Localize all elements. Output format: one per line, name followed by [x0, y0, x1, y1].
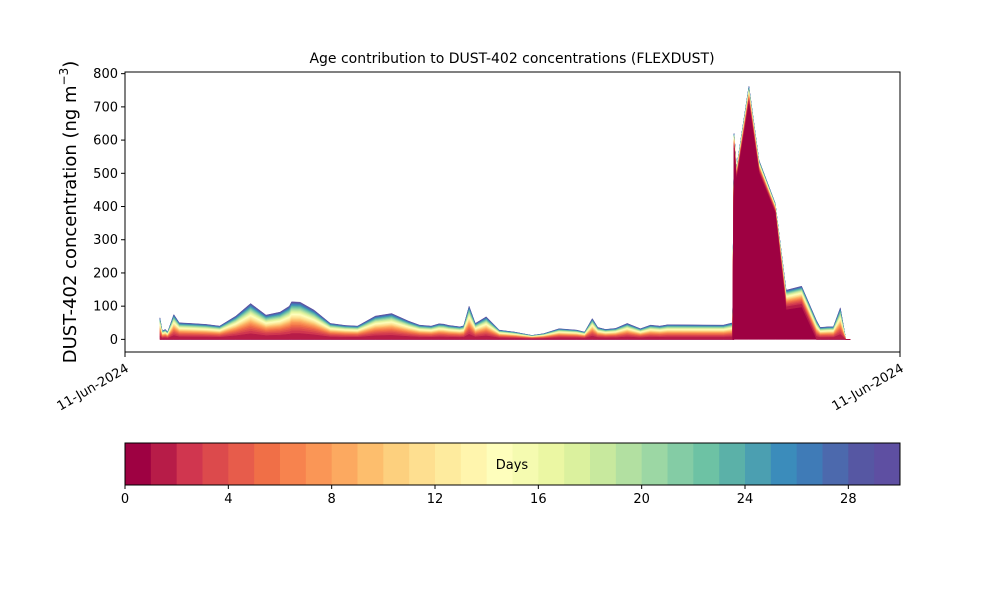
area-layers — [159, 86, 851, 340]
y-tick-label: 100 — [93, 300, 118, 315]
chart-title: Age contribution to DUST-402 concentrati… — [309, 51, 714, 67]
colorbar-tick-label: 4 — [224, 492, 232, 507]
colorbar-tick-label: 24 — [737, 492, 754, 507]
colorbar-swatch — [538, 443, 565, 485]
colorbar-swatch — [383, 443, 410, 485]
colorbar-swatch — [460, 443, 488, 485]
y-tick-label: 400 — [93, 200, 118, 215]
colorbar-tick-label: 20 — [633, 492, 650, 507]
colorbar-frame — [124, 442, 901, 486]
colorbar-swatch — [280, 443, 307, 485]
y-tick-label: 700 — [93, 100, 118, 115]
colorbar-tick-label: 12 — [427, 492, 444, 507]
colorbar-swatch — [409, 443, 436, 485]
y-tick-label: 800 — [93, 67, 118, 82]
colorbar-tick-label: 8 — [328, 492, 336, 507]
x-tick-label-end: 11-Jun-2024 — [830, 361, 907, 414]
colorbar-swatch — [125, 443, 152, 485]
colorbar-swatch — [590, 443, 617, 485]
colorbar-swatch — [848, 443, 875, 485]
colorbar-swatch — [667, 443, 694, 485]
colorbar-tick-label: 0 — [121, 492, 129, 507]
colorbar-swatch — [745, 443, 772, 485]
x-tick-label-start: 11-Jun-2024 — [55, 361, 132, 414]
colorbar-swatch — [693, 443, 720, 485]
y-tick-label: 300 — [93, 233, 118, 248]
colorbar-swatch — [435, 443, 462, 485]
y-axis-ticks: 0 100 200 300 400 500 600 700 800 — [93, 67, 125, 348]
y-tick-label: 500 — [93, 167, 118, 182]
colorbar-swatch — [874, 443, 901, 485]
colorbar-swatch — [822, 443, 849, 485]
colorbar-swatch — [228, 443, 255, 485]
colorbar-label: Days — [496, 458, 529, 473]
colorbar-swatch — [796, 443, 823, 485]
colorbar-tick-label: 28 — [840, 492, 857, 507]
plot-frame — [124, 71, 901, 353]
y-tick-label: 0 — [110, 333, 118, 348]
colorbar-swatch — [202, 443, 229, 485]
plot-area: 0 100 200 300 400 500 600 700 800 — [93, 67, 901, 357]
y-axis-label: DUST-402 concentration (ng m−3) — [57, 61, 81, 364]
colorbar-swatches — [125, 443, 901, 485]
colorbar-swatch — [564, 443, 591, 485]
colorbar-swatch — [357, 443, 384, 485]
colorbar-swatch — [641, 443, 668, 485]
colorbar-swatch — [305, 443, 333, 485]
colorbar-tick-label: 16 — [530, 492, 547, 507]
area-layer-day-0 — [159, 103, 851, 340]
colorbar-swatch — [150, 443, 178, 485]
x-axis-ticks — [124, 352, 901, 357]
colorbar-swatch — [486, 443, 513, 485]
colorbar-swatch — [331, 443, 358, 485]
colorbar-swatch — [176, 443, 203, 485]
colorbar-swatch — [254, 443, 281, 485]
y-tick-label: 600 — [93, 134, 118, 149]
colorbar-swatch — [719, 443, 746, 485]
y-tick-label: 200 — [93, 266, 118, 281]
colorbar-swatch — [512, 443, 539, 485]
colorbar-ticks: 0 4 8 12 16 20 24 28 — [121, 485, 857, 507]
colorbar-swatch — [615, 443, 643, 485]
colorbar-swatch — [770, 443, 798, 485]
colorbar: Days 0 4 8 12 16 20 24 28 — [121, 442, 901, 507]
